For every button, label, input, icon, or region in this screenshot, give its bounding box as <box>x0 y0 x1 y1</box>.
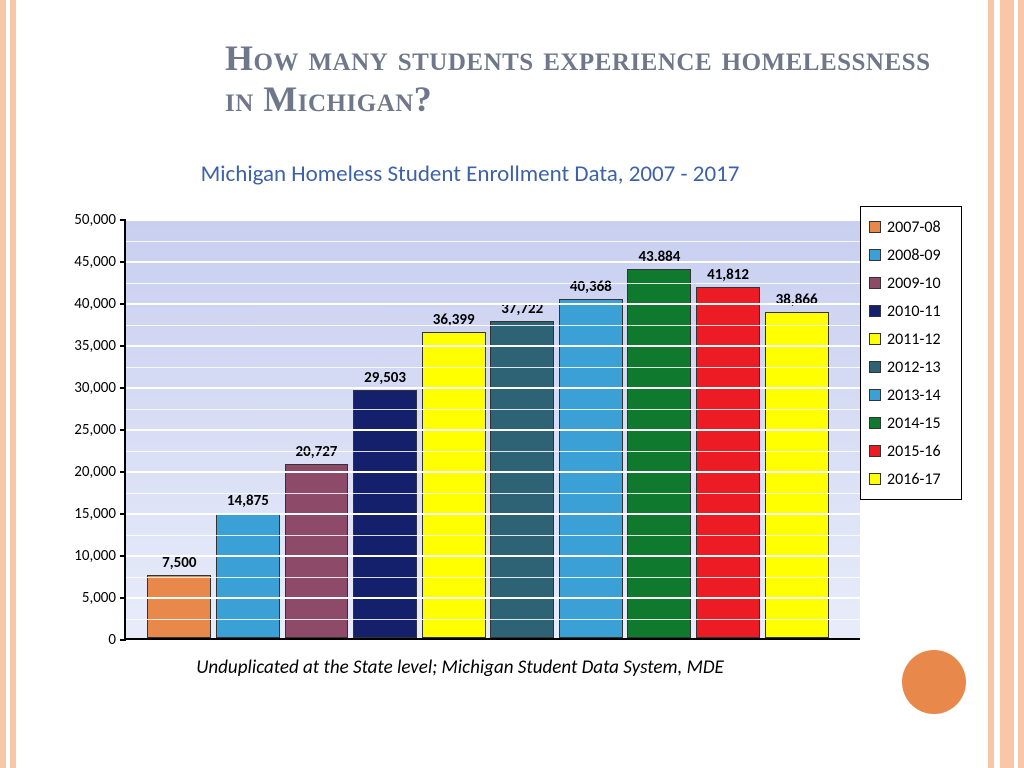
y-tick-label: 5,000 <box>82 589 116 607</box>
legend-swatch <box>869 417 881 429</box>
gridline-minor <box>126 241 860 242</box>
gridline <box>126 513 860 515</box>
legend-item: 2009-10 <box>867 269 955 297</box>
legend-item: 2007-08 <box>867 213 955 241</box>
gridline <box>126 303 860 305</box>
y-tick-label: 40,000 <box>74 295 116 313</box>
gridline <box>126 261 860 263</box>
bar-slot: 20,727 <box>283 464 350 638</box>
bar: 37,722 <box>490 321 554 638</box>
legend-swatch <box>869 473 881 485</box>
legend-item: 2016-17 <box>867 465 955 493</box>
legend-label: 2010-11 <box>887 302 941 321</box>
legend-item: 2014-15 <box>867 409 955 437</box>
gridline-minor <box>126 535 860 536</box>
legend-item: 2011-12 <box>867 325 955 353</box>
left-stripe-2 <box>10 0 16 768</box>
gridline <box>126 597 860 599</box>
y-tick-label: 0 <box>108 631 116 649</box>
legend-label: 2009-10 <box>887 274 941 293</box>
bar-value-label: 43,884 <box>638 248 680 266</box>
bar-slot: 7,500 <box>146 575 213 638</box>
bar: 38,866 <box>765 312 829 638</box>
legend-label: 2013-14 <box>887 386 941 405</box>
bar-value-label: 40,368 <box>570 278 612 296</box>
right-stripe-2 <box>1000 0 1014 768</box>
bar: 40,368 <box>559 299 623 638</box>
legend-swatch <box>869 445 881 457</box>
bar-slot: 37,722 <box>489 321 556 638</box>
gridline <box>126 387 860 389</box>
chart-title: Michigan Homeless Student Enrollment Dat… <box>130 160 810 188</box>
y-tick-label: 30,000 <box>74 379 116 397</box>
gridline <box>126 471 860 473</box>
bar-slot: 41,812 <box>695 287 762 638</box>
bar: 36,399 <box>422 332 486 638</box>
bar: 20,727 <box>285 464 349 638</box>
legend-swatch <box>869 277 881 289</box>
legend-label: 2016-17 <box>887 470 941 489</box>
legend-item: 2008-09 <box>867 241 955 269</box>
bar-value-label: 29,503 <box>364 369 406 387</box>
legend-label: 2012-13 <box>887 358 941 377</box>
legend-swatch <box>869 333 881 345</box>
footnote: Unduplicated at the State level; Michiga… <box>180 656 740 679</box>
bar-slot: 40,368 <box>558 299 625 638</box>
legend-item: 2012-13 <box>867 353 955 381</box>
gridline-minor <box>126 325 860 326</box>
bar: 41,812 <box>696 287 760 638</box>
legend: 2007-08 2008-09 2009-10 2010-11 2011-12 2012-… <box>860 206 962 500</box>
y-tick-label: 25,000 <box>74 421 116 439</box>
legend-label: 2015-16 <box>887 442 941 461</box>
y-tick-label: 45,000 <box>74 253 116 271</box>
y-tick-label: 10,000 <box>74 547 116 565</box>
gridline <box>126 219 860 221</box>
legend-label: 2011-12 <box>887 330 941 349</box>
bar-value-label: 41,812 <box>707 266 749 284</box>
legend-swatch <box>869 389 881 401</box>
bar: 7,500 <box>147 575 211 638</box>
gridline-minor <box>126 619 860 620</box>
gridline <box>126 429 860 431</box>
legend-label: 2014-15 <box>887 414 941 433</box>
y-tick-label: 15,000 <box>74 505 116 523</box>
right-stripe-1 <box>1018 0 1024 768</box>
bar-slot: 36,399 <box>420 332 487 638</box>
left-stripe-1 <box>0 0 6 768</box>
slide-title: How many students experience homelessnes… <box>225 38 965 121</box>
legend-item: 2010-11 <box>867 297 955 325</box>
gridline <box>126 555 860 557</box>
gridline-minor <box>126 409 860 410</box>
y-tick-label: 20,000 <box>74 463 116 481</box>
legend-item: 2013-14 <box>867 381 955 409</box>
y-tick-label: 50,000 <box>74 211 116 229</box>
y-axis: 05,00010,00015,00020,00025,00030,00035,0… <box>60 220 124 640</box>
legend-swatch <box>869 249 881 261</box>
legend-swatch <box>869 221 881 233</box>
gridline-minor <box>126 283 860 284</box>
gridline-minor <box>126 493 860 494</box>
gridline-minor <box>126 367 860 368</box>
circle-accent <box>902 650 966 714</box>
bar-value-label: 14,875 <box>227 492 269 510</box>
gridline-minor <box>126 451 860 452</box>
legend-swatch <box>869 361 881 373</box>
bar-value-label: 36,399 <box>433 311 475 329</box>
right-stripe-3 <box>988 0 994 768</box>
bar-chart: 05,00010,00015,00020,00025,00030,00035,0… <box>60 220 860 640</box>
legend-label: 2007-08 <box>887 218 941 237</box>
legend-swatch <box>869 305 881 317</box>
gridline-minor <box>126 577 860 578</box>
legend-item: 2015-16 <box>867 437 955 465</box>
legend-label: 2008-09 <box>887 246 941 265</box>
y-tick-label: 35,000 <box>74 337 116 355</box>
y-tick-mark <box>120 639 126 641</box>
bar-value-label: 38,866 <box>776 291 818 309</box>
bar-slot: 38,866 <box>763 312 830 638</box>
plot-area: 7,50014,87520,72729,50336,39937,72240,36… <box>124 220 860 640</box>
gridline <box>126 345 860 347</box>
